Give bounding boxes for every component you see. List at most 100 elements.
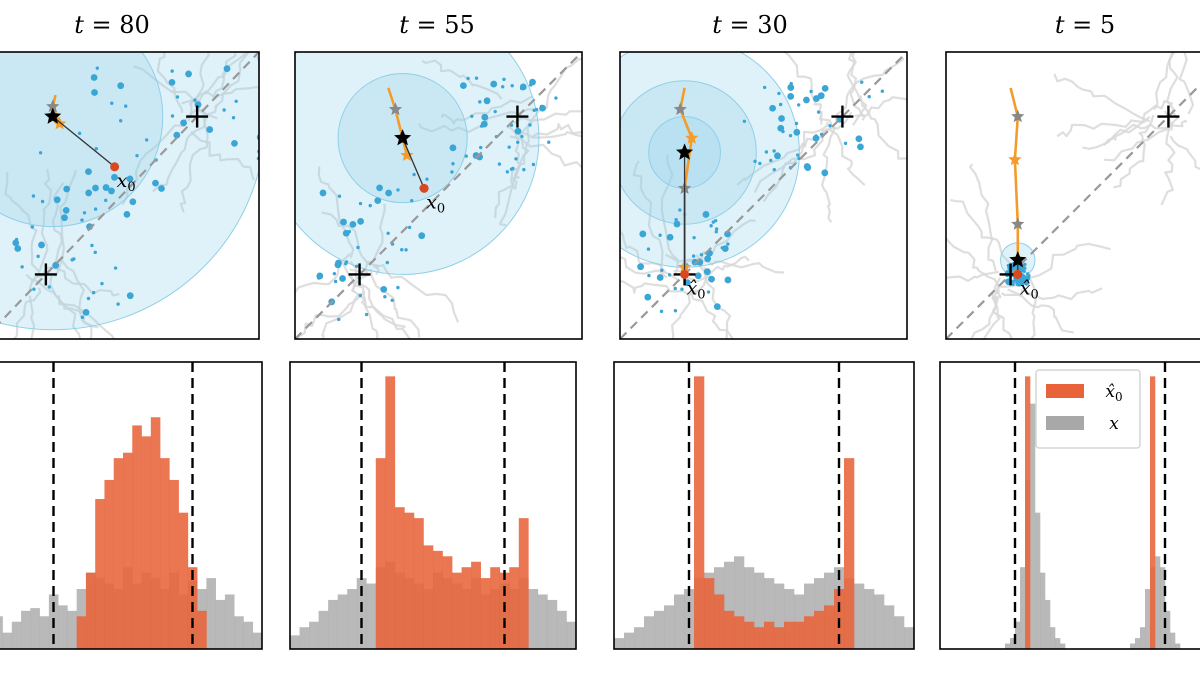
sample-point xyxy=(404,248,408,252)
hist-bar-x xyxy=(356,578,367,649)
sample-point xyxy=(231,139,238,147)
sample-point xyxy=(181,43,188,50)
sample-point xyxy=(95,66,100,70)
gray-path xyxy=(969,163,997,272)
sample-point xyxy=(77,131,82,136)
sample-point xyxy=(793,128,801,136)
gray-path xyxy=(213,52,250,109)
sample-point xyxy=(694,272,702,280)
sample-point xyxy=(31,194,36,198)
sample-point xyxy=(703,268,711,276)
hist-bar-x xyxy=(1010,638,1016,649)
x0-label: x̂0 xyxy=(687,277,706,302)
sample-point xyxy=(61,214,68,222)
hist-bar-x0hat xyxy=(169,479,179,649)
sample-point xyxy=(554,96,558,100)
sample-point xyxy=(108,187,115,195)
legend-label-base: x xyxy=(1109,414,1119,434)
column-title: t = 5 xyxy=(1055,11,1115,39)
sample-point xyxy=(1011,282,1015,287)
sample-point xyxy=(481,113,489,121)
sample-point xyxy=(410,199,414,203)
hist-bar-x xyxy=(734,556,745,649)
gray-path xyxy=(1113,114,1155,189)
hist-bar-x0hat xyxy=(471,561,481,649)
sample-point xyxy=(85,189,93,197)
legend-label-base: x̂ xyxy=(1105,382,1115,402)
gray-path xyxy=(1160,110,1176,206)
hist-bar-x0hat xyxy=(141,436,152,649)
sample-point xyxy=(386,231,390,235)
sample-point xyxy=(152,179,159,187)
sample-point xyxy=(123,210,131,218)
sample-point xyxy=(94,147,98,151)
sample-point xyxy=(126,175,134,183)
sample-point xyxy=(699,253,704,257)
x0-label-base: x xyxy=(117,170,128,192)
sample-point xyxy=(193,98,197,102)
x0-point xyxy=(1013,269,1023,279)
sample-point xyxy=(778,102,783,107)
sample-point xyxy=(880,89,885,93)
sample-point xyxy=(358,293,363,298)
histogram-frame xyxy=(0,361,263,650)
hist-bar-x xyxy=(1055,638,1061,649)
hist-bar-x xyxy=(624,632,635,649)
histogram xyxy=(0,362,262,649)
gray-path xyxy=(513,109,582,125)
sample-point xyxy=(519,86,524,91)
sample-point xyxy=(812,134,820,142)
hist-bar-x xyxy=(309,621,319,649)
column-title: t = 55 xyxy=(399,11,475,39)
sample-point xyxy=(332,271,337,276)
trajectory-star xyxy=(53,116,67,130)
sample-point xyxy=(92,184,99,192)
sample-point xyxy=(356,245,360,250)
sample-point xyxy=(528,123,532,127)
hist-bar-x0hat xyxy=(104,479,115,649)
sample-point xyxy=(333,279,338,284)
sample-point xyxy=(335,259,342,267)
sample-point xyxy=(714,229,718,234)
gray-path xyxy=(1053,73,1151,123)
sample-point xyxy=(451,162,455,166)
hist-bar-x0hat xyxy=(423,545,434,649)
sample-point xyxy=(30,225,35,229)
histogram xyxy=(1005,362,1181,649)
hist-bar-x0hat xyxy=(132,425,142,649)
hist-bar-x xyxy=(614,638,625,649)
hist-bar-x0hat xyxy=(734,616,745,649)
sample-points xyxy=(637,80,885,314)
hist-bar-x xyxy=(1050,627,1056,649)
sample-point xyxy=(1006,263,1011,268)
legend-label: x xyxy=(1109,414,1119,434)
sample-point xyxy=(90,74,98,81)
sample-point xyxy=(516,140,520,144)
sample-point xyxy=(173,131,181,139)
hist-bar-x xyxy=(1130,643,1136,649)
sample-point xyxy=(135,153,139,158)
gray-path xyxy=(620,255,681,283)
sample-point xyxy=(464,154,468,158)
hist-bar-x xyxy=(884,605,895,649)
sample-point xyxy=(459,82,467,89)
hist-bar-x0hat xyxy=(433,550,443,649)
sample-point xyxy=(36,254,40,259)
sample-point xyxy=(90,243,94,248)
column-title: t = 80 xyxy=(74,11,150,39)
sample-point xyxy=(809,89,813,94)
sample-point xyxy=(170,114,175,118)
sample-point xyxy=(493,109,497,114)
histogram xyxy=(614,362,914,649)
sample-point xyxy=(340,220,344,225)
gray-path xyxy=(521,130,582,139)
gray-path xyxy=(946,270,1000,282)
sample-point xyxy=(478,100,482,104)
sample-point xyxy=(62,206,70,214)
gray-path xyxy=(506,125,522,190)
sample-point xyxy=(234,99,238,103)
hist-bar-x xyxy=(634,627,645,649)
hist-bar-x0hat xyxy=(95,499,105,649)
gray-path xyxy=(1082,100,1174,150)
sample-point xyxy=(814,134,818,138)
